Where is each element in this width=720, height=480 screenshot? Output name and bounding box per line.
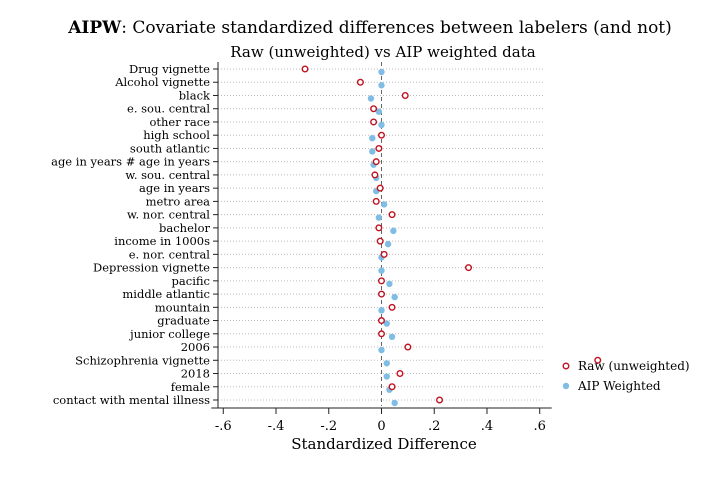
weighted-point xyxy=(375,214,383,221)
x-tick-label: .4 xyxy=(481,419,493,434)
raw-point xyxy=(465,264,473,272)
category-label: 2018 xyxy=(181,367,210,381)
category-label: e. nor. central xyxy=(129,247,211,261)
raw-point xyxy=(380,250,388,258)
category-label: female xyxy=(171,380,211,394)
raw-point xyxy=(370,118,378,126)
category-label: south atlantic xyxy=(130,141,210,155)
category-label: contact with mental illness xyxy=(53,393,210,407)
x-tick-label: -.4 xyxy=(268,419,285,434)
weighted-point xyxy=(378,307,385,314)
weighted-point xyxy=(378,68,385,76)
raw-point xyxy=(388,383,396,391)
weighted-point xyxy=(378,346,385,354)
weighted-point xyxy=(391,293,398,301)
raw-point xyxy=(376,237,384,245)
category-label: age in years # age in years xyxy=(51,155,210,169)
category-label: junior college xyxy=(128,327,210,341)
axis-layer: -.6 -.4 -.2 0 .2 .4 .6 xyxy=(211,62,552,434)
weighted-point xyxy=(391,399,398,407)
category-label: graduate xyxy=(157,314,210,328)
category-label: metro area xyxy=(146,194,211,208)
grid-layer xyxy=(218,62,545,406)
raw-point xyxy=(375,224,383,232)
category-label: mountain xyxy=(155,300,211,314)
raw-point xyxy=(404,343,412,351)
raw-point xyxy=(370,105,378,113)
raw-point xyxy=(378,317,386,325)
x-tick-label: .6 xyxy=(534,419,546,434)
raw-point xyxy=(378,131,386,139)
category-label: other race xyxy=(149,115,210,129)
legend-label-weighted: AIP Weighted xyxy=(577,379,661,393)
raw-point xyxy=(372,197,380,205)
x-tick-label: -.2 xyxy=(320,419,337,434)
category-label: middle atlantic xyxy=(122,287,210,301)
category-label: Depression vignette xyxy=(93,261,210,275)
raw-point xyxy=(388,211,396,219)
weighted-point xyxy=(378,267,385,274)
x-tick-label: .2 xyxy=(428,419,440,434)
weighted-point xyxy=(378,121,385,129)
category-label: Schizophrenia vignette xyxy=(75,353,210,367)
x-axis-label: Standardized Difference xyxy=(291,435,477,453)
raw-point xyxy=(356,78,364,86)
weighted-point xyxy=(383,360,390,367)
legend-label-raw: Raw (unweighted) xyxy=(578,359,690,373)
weighted-point xyxy=(383,320,390,327)
raw-point xyxy=(396,370,404,378)
category-label: black xyxy=(179,88,211,102)
raw-point xyxy=(436,396,444,404)
raw-point xyxy=(378,290,386,298)
raw-point xyxy=(371,171,379,179)
weighted-point xyxy=(369,135,376,142)
raw-point xyxy=(372,158,380,166)
category-label: 2006 xyxy=(181,340,210,354)
weighted-point xyxy=(390,227,397,235)
x-tick-label: 0 xyxy=(377,419,385,434)
category-label: Alcohol vignette xyxy=(114,75,210,89)
category-label: age in years xyxy=(139,181,210,195)
chart-title: AIPW: Covariate standardized differences… xyxy=(67,18,672,38)
x-tick-label: -.6 xyxy=(215,419,232,434)
chart-subtitle: Raw (unweighted) vs AIP weighted data xyxy=(230,43,535,61)
chart-title-rest: : Covariate standardized differences bet… xyxy=(121,18,672,38)
raw-point xyxy=(378,277,386,285)
weighted-point xyxy=(380,201,388,208)
raw-point xyxy=(301,65,309,73)
weighted-point xyxy=(378,82,385,89)
category-label: w. nor. central xyxy=(127,208,210,222)
weighted-point xyxy=(388,333,396,340)
raw-point xyxy=(376,184,384,192)
weighted-point xyxy=(367,95,375,102)
raw-point xyxy=(594,356,602,364)
raw-point xyxy=(388,303,396,311)
category-label: Drug vignette xyxy=(129,62,210,76)
weighted-point xyxy=(369,148,376,155)
weighted-point xyxy=(384,240,392,248)
weighted-point xyxy=(375,108,383,115)
weighted-point xyxy=(386,280,393,288)
category-label: bachelor xyxy=(159,221,210,235)
category-label: e. sou. central xyxy=(127,102,210,116)
legend-marker-weighted xyxy=(562,382,570,390)
weighted-point xyxy=(383,373,390,380)
category-label: high school xyxy=(143,128,210,142)
category-label: pacific xyxy=(172,274,210,288)
points-layer xyxy=(301,65,602,407)
legend-marker-raw xyxy=(562,362,570,370)
legend: Raw (unweighted) AIP Weighted xyxy=(562,359,690,393)
raw-point xyxy=(401,91,409,99)
chart-title-bold: AIPW xyxy=(67,18,122,38)
category-label: w. sou. central xyxy=(125,168,210,182)
raw-point xyxy=(375,144,383,152)
raw-point xyxy=(378,330,386,338)
category-label: income in 1000s xyxy=(114,234,210,248)
